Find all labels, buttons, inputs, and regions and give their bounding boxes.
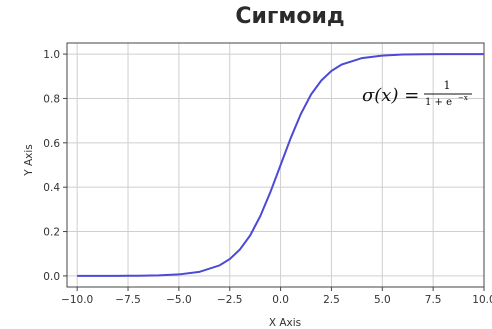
x-tick-label: 5.0 xyxy=(374,294,391,306)
y-tick-label: 0.2 xyxy=(43,227,60,239)
x-tick-label: −2.5 xyxy=(217,294,243,306)
y-tick-label: 0.8 xyxy=(43,93,60,105)
formula-annotation: σ(x) = 1 1 + e −x xyxy=(362,79,472,108)
x-tick-label: −7.5 xyxy=(115,294,141,306)
formula-denominator: 1 + e xyxy=(425,97,452,108)
y-tick-label: 0.0 xyxy=(43,271,60,283)
x-tick-label: 7.5 xyxy=(425,294,442,306)
x-tick-label: 2.5 xyxy=(323,294,340,306)
plot-frame xyxy=(66,42,485,288)
formula-lhs: σ(x) = xyxy=(362,85,419,106)
formula-numerator: 1 xyxy=(444,79,451,92)
x-tick-label: −10.0 xyxy=(61,294,93,306)
y-tick-label: 0.4 xyxy=(43,182,60,194)
y-tick-label: 1.0 xyxy=(43,49,60,61)
x-tick-label: 10.0 xyxy=(472,294,492,306)
x-tick-label: −5.0 xyxy=(166,294,192,306)
x-axis-label: X Axis xyxy=(269,317,301,329)
y-axis-ticks: 0.0 0.2 0.4 0.6 0.8 1.0 xyxy=(43,49,67,283)
y-tick-label: 0.6 xyxy=(43,138,60,150)
series-line-sigmoid xyxy=(77,53,484,277)
x-tick-label: 0.0 xyxy=(272,294,289,306)
chart-title: Сигмоид xyxy=(235,4,345,29)
formula-exponent: −x xyxy=(458,94,468,102)
grid-lines xyxy=(67,43,485,287)
y-axis-label: Y Axis xyxy=(23,144,35,177)
x-axis-ticks: −10.0 −7.5 −5.0 −2.5 0.0 2.5 5.0 7.5 10.0 xyxy=(61,287,492,306)
